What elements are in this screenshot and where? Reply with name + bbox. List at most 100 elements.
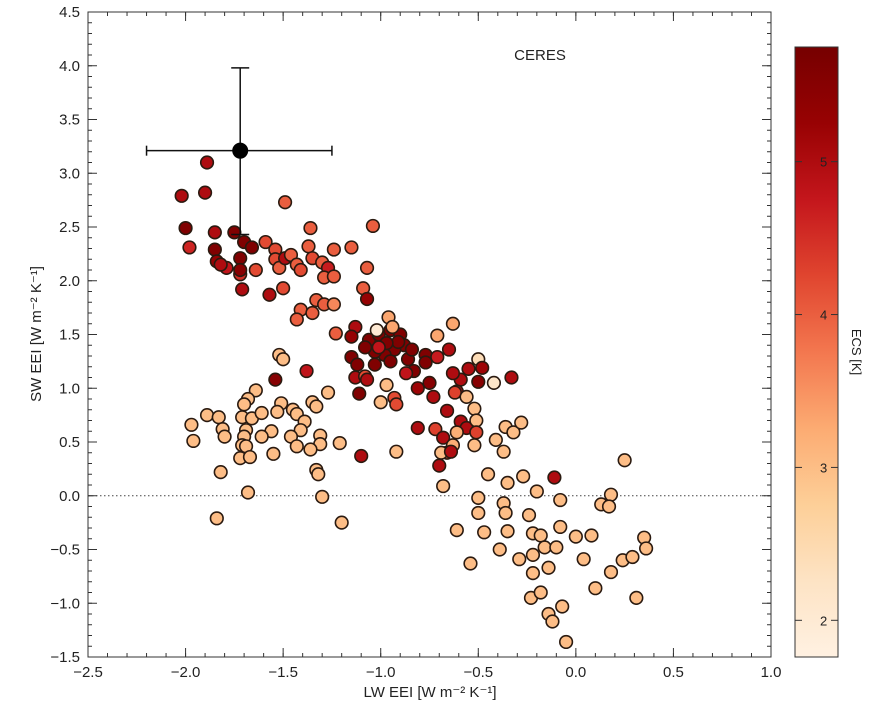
- data-point: [410, 420, 425, 436]
- data-point: [240, 485, 256, 500]
- data-point: [352, 386, 367, 401]
- colorbar-label: ECS [K]: [849, 329, 864, 375]
- data-point: [373, 395, 388, 410]
- data-point: [449, 425, 464, 440]
- data-point: [521, 507, 537, 523]
- data-point: [235, 282, 250, 297]
- x-tick-label: −2.5: [73, 664, 103, 681]
- data-point: [471, 505, 486, 521]
- data-point: [475, 360, 490, 375]
- data-point: [584, 528, 599, 543]
- data-point: [299, 363, 314, 379]
- data-point: [334, 515, 349, 530]
- data-point: [303, 442, 318, 457]
- data-point: [617, 453, 632, 468]
- data-point: [500, 475, 515, 490]
- data-point: [258, 234, 273, 250]
- data-point: [467, 438, 482, 453]
- data-point: [268, 372, 283, 387]
- data-point: [553, 492, 568, 508]
- data-point: [443, 444, 459, 459]
- data-point: [492, 542, 507, 557]
- data-point: [359, 260, 375, 275]
- data-point: [516, 469, 531, 484]
- data-point: [533, 528, 548, 543]
- data-point: [326, 242, 341, 257]
- data-point: [398, 366, 414, 381]
- data-point: [211, 410, 226, 425]
- data-point: [389, 397, 404, 412]
- ceres-annotation: CERES: [514, 47, 566, 64]
- data-point: [328, 326, 343, 341]
- data-point: [233, 251, 248, 266]
- data-point: [289, 439, 304, 454]
- data-point: [553, 519, 568, 535]
- plot-frame: [87, 11, 772, 658]
- data-point: [369, 323, 384, 338]
- data-point: [311, 467, 326, 482]
- data-point: [237, 397, 252, 412]
- data-point: [488, 432, 503, 447]
- y-tick-label: −1.0: [50, 595, 80, 612]
- colorbar-tick-label: 4: [820, 308, 827, 323]
- data-point: [525, 547, 541, 562]
- data-point: [248, 262, 263, 278]
- y-tick-label: 3.0: [59, 165, 80, 182]
- x-tick-label: −2.0: [171, 664, 201, 681]
- y-tick-label: 0.5: [59, 434, 80, 451]
- data-point: [445, 316, 461, 331]
- data-point: [486, 375, 501, 390]
- data-point: [379, 377, 394, 393]
- data-point: [359, 291, 375, 307]
- data-point: [276, 281, 291, 296]
- data-point: [537, 540, 552, 555]
- data-point: [389, 444, 404, 459]
- data-point: [625, 549, 640, 565]
- data-point: [305, 305, 320, 321]
- data-point: [309, 399, 324, 414]
- data-point: [430, 328, 445, 343]
- data-point: [391, 334, 406, 350]
- colorbar: 2 3 4 5: [794, 46, 839, 658]
- data-point: [514, 415, 529, 430]
- y-tick-label: 2.5: [59, 219, 80, 236]
- data-point: [213, 257, 228, 272]
- y-tick-label: 3.5: [59, 112, 80, 129]
- y-tick-label: 4.0: [59, 58, 80, 75]
- data-point: [207, 242, 222, 257]
- data-point: [242, 449, 258, 465]
- data-point: [227, 225, 242, 240]
- data-point: [244, 240, 260, 255]
- data-point: [463, 556, 478, 571]
- data-point: [545, 614, 560, 629]
- data-point: [209, 511, 224, 526]
- data-point: [533, 585, 548, 600]
- data-point: [568, 529, 583, 544]
- data-point: [588, 581, 603, 596]
- x-tick-label: 0.5: [663, 664, 684, 681]
- data-point: [512, 552, 527, 567]
- data-point: [289, 312, 304, 327]
- data-point: [529, 484, 544, 499]
- data-point: [506, 425, 521, 440]
- data-point: [639, 541, 654, 556]
- data-point: [213, 465, 228, 480]
- data-point: [359, 372, 375, 387]
- colorbar-tick-label: 2: [820, 613, 827, 628]
- data-point: [603, 487, 619, 502]
- data-point: [199, 408, 215, 423]
- data-point: [344, 240, 359, 255]
- data-point: [558, 634, 574, 650]
- data-point: [186, 433, 201, 449]
- data-point: [601, 499, 617, 514]
- data-point: [480, 467, 496, 482]
- data-point: [320, 385, 336, 400]
- data-point: [410, 381, 425, 396]
- data-point: [445, 366, 461, 381]
- data-point: [500, 524, 515, 539]
- data-point: [555, 599, 570, 614]
- y-tick-label: 2.0: [59, 273, 80, 290]
- data-point: [459, 389, 474, 404]
- data-point: [576, 552, 591, 567]
